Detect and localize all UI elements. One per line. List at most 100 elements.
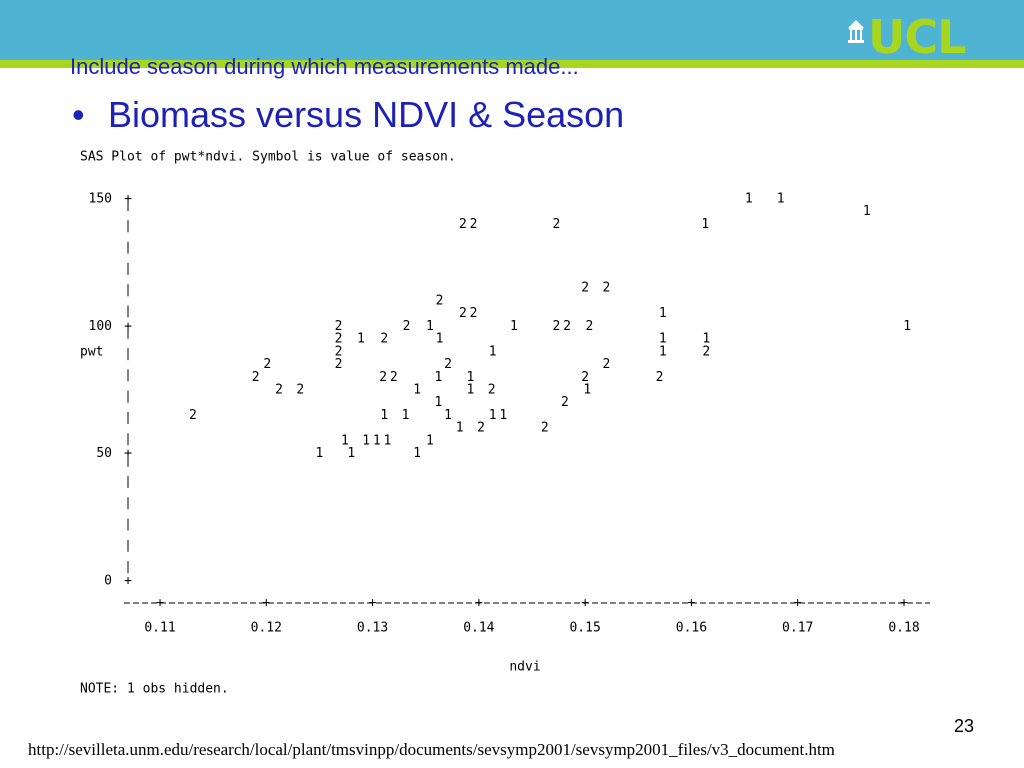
data-point: 1: [413, 383, 421, 398]
x-tick-mark: +: [156, 596, 164, 611]
x-tick-label: 0.11: [144, 621, 175, 636]
data-point: 2: [488, 383, 496, 398]
data-point: 1: [436, 332, 444, 347]
y-tick-mark: +: [124, 319, 132, 334]
data-point: 2: [335, 332, 343, 347]
data-point: 1: [659, 344, 667, 359]
data-point: 2: [541, 421, 549, 436]
data-point: 1: [373, 433, 381, 448]
data-point: 1: [466, 370, 474, 385]
data-point: 1: [435, 395, 443, 410]
data-point: 2: [436, 293, 444, 308]
x-tick-mark: +: [900, 596, 908, 611]
data-point: 2: [275, 383, 283, 398]
data-point: 1: [510, 319, 518, 334]
logo-text: UCL: [868, 10, 966, 64]
data-point: 1: [384, 433, 392, 448]
x-tick-mark: +: [688, 596, 696, 611]
slide-number: 23: [953, 716, 974, 736]
header-accent-strip: [0, 60, 1024, 68]
x-tick-label: 0.18: [888, 621, 919, 636]
x-tick-label: 0.15: [569, 621, 600, 636]
data-point: 1: [659, 306, 667, 321]
data-point: 1: [489, 408, 497, 423]
x-tick-label: 0.13: [357, 621, 388, 636]
footer-url: http://sevilleta.unm.edu/research/local/…: [28, 740, 835, 759]
data-point: 2: [553, 217, 561, 232]
data-point: 2: [553, 319, 561, 334]
data-point: 2: [380, 332, 388, 347]
y-tick-label: 0: [104, 574, 112, 589]
chart-title: SAS Plot of pwt*ndvi. Symbol is value of…: [80, 150, 456, 165]
y-tick-mark: +: [124, 446, 132, 461]
x-tick-mark: +: [794, 596, 802, 611]
data-point: 1: [701, 217, 709, 232]
x-tick-mark: +: [581, 596, 589, 611]
y-tick-label: 150: [89, 192, 112, 207]
data-point: 1: [357, 332, 365, 347]
data-point: 1: [499, 408, 507, 423]
y-axis-label: pwt: [80, 344, 103, 359]
data-point: 1: [435, 370, 443, 385]
y-tick-mark: +: [124, 574, 132, 589]
data-point: 2: [335, 319, 343, 334]
data-point: 2: [477, 421, 485, 436]
data-point: 2: [335, 357, 343, 372]
data-point: 1: [903, 319, 911, 334]
data-point: 2: [581, 281, 589, 296]
data-point: 2: [189, 408, 197, 423]
data-point: 1: [583, 383, 591, 398]
data-point: 1: [456, 421, 464, 436]
data-point: 2: [602, 357, 610, 372]
data-point: 1: [745, 192, 753, 207]
bullet-text: Biomass versus NDVI & Season: [108, 94, 625, 135]
data-point: 1: [316, 446, 324, 461]
y-tick-mark: +: [124, 192, 132, 207]
data-point: 2: [656, 370, 664, 385]
portico-icon: [848, 20, 864, 43]
data-point: 1: [702, 332, 710, 347]
bullet-dot-icon: •: [72, 94, 85, 135]
chart-note: NOTE: 1 obs hidden.: [80, 682, 229, 697]
data-point: 1: [444, 408, 452, 423]
data-point: 2: [390, 370, 398, 385]
data-point: 1: [362, 433, 370, 448]
data-point: 1: [402, 408, 410, 423]
x-tick-mark: +: [475, 596, 483, 611]
data-point: 1: [380, 408, 388, 423]
data-point: 2: [379, 370, 387, 385]
data-point: 2: [563, 319, 571, 334]
x-tick-mark: +: [369, 596, 377, 611]
data-point: 2: [581, 370, 589, 385]
slide-subtitle: Include season during which measurements…: [70, 54, 579, 79]
x-tick-label: 0.12: [251, 621, 282, 636]
data-point: 2: [444, 357, 452, 372]
data-point: 1: [777, 192, 785, 207]
data-point: 1: [413, 446, 421, 461]
data-point: 1: [659, 332, 667, 347]
data-point: 1: [466, 383, 474, 398]
x-tick-label: 0.17: [782, 621, 813, 636]
y-tick-label: 100: [89, 319, 112, 334]
data-point: 2: [296, 383, 304, 398]
sas-scatter-plot: SAS Plot of pwt*ndvi. Symbol is value of…: [80, 150, 930, 697]
data-point: 2: [585, 319, 593, 334]
data-point: 1: [426, 433, 434, 448]
data-point: 1: [347, 446, 355, 461]
ucl-logo: UCL: [846, 10, 966, 64]
data-point: 2: [561, 395, 569, 410]
data-point: 2: [459, 217, 467, 232]
data-point: 2: [252, 370, 260, 385]
x-tick-mark: +: [262, 596, 270, 611]
data-point: 1: [341, 433, 349, 448]
data-point: 2: [470, 217, 478, 232]
data-point: 1: [489, 344, 497, 359]
x-axis-label: ndvi: [509, 660, 540, 675]
x-tick-label: 0.14: [463, 621, 494, 636]
data-point: 2: [702, 344, 710, 359]
data-point: 2: [470, 306, 478, 321]
data-point: 1: [426, 319, 434, 334]
bullet-item: • Biomass versus NDVI & Season: [72, 94, 624, 136]
data-point: 2: [403, 319, 411, 334]
x-tick-label: 0.16: [676, 621, 707, 636]
